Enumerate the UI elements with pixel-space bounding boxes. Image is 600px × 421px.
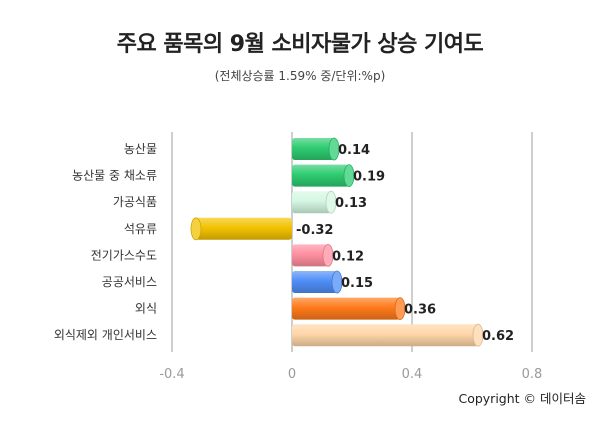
bar-cap	[394, 297, 406, 321]
bar-cap	[190, 217, 202, 241]
bar-cap	[343, 164, 355, 188]
bar	[292, 271, 337, 293]
x-tick-label: 0.4	[402, 367, 423, 382]
bar-cap	[328, 137, 340, 161]
bar-cap	[472, 323, 484, 347]
category-label: 외식	[135, 302, 157, 316]
data-label: 0.14	[338, 143, 370, 158]
bar-cap	[331, 270, 343, 294]
bar	[292, 297, 400, 320]
bar	[292, 138, 334, 160]
chart-title: 주요 품목의 9월 소비자물가 상승 기여도	[116, 32, 484, 57]
category-label: 전기가스수도	[91, 248, 157, 262]
category-label: 외식제외 개인서비스	[54, 328, 157, 342]
bar	[292, 191, 331, 214]
x-tick-label: 0	[288, 367, 296, 382]
bar	[292, 244, 328, 267]
data-label: 0.13	[335, 196, 367, 211]
category-label: 가공식품	[113, 195, 157, 209]
data-label: -0.32	[296, 223, 333, 238]
bar	[292, 324, 478, 347]
chart-subtitle: (전체상승률 1.59% 중/단위:%p)	[214, 69, 386, 83]
data-label: 0.36	[404, 303, 436, 318]
bar-cap	[322, 243, 334, 267]
category-label: 석유류	[124, 222, 157, 236]
bar	[196, 217, 292, 240]
category-label: 농산물 중 채소류	[72, 169, 157, 183]
data-label: 0.12	[332, 249, 364, 264]
bar	[292, 164, 349, 187]
data-label: 0.19	[353, 170, 385, 185]
x-tick-label: -0.4	[159, 367, 184, 382]
category-label: 농산물	[124, 142, 157, 156]
bar-cap	[325, 190, 337, 214]
copyright-text: Copyright © 데이터솜	[458, 391, 586, 406]
category-label: 공공서비스	[102, 275, 157, 289]
x-tick-label: 0.8	[522, 367, 543, 382]
data-label: 0.62	[482, 329, 514, 344]
data-label: 0.15	[341, 276, 373, 291]
